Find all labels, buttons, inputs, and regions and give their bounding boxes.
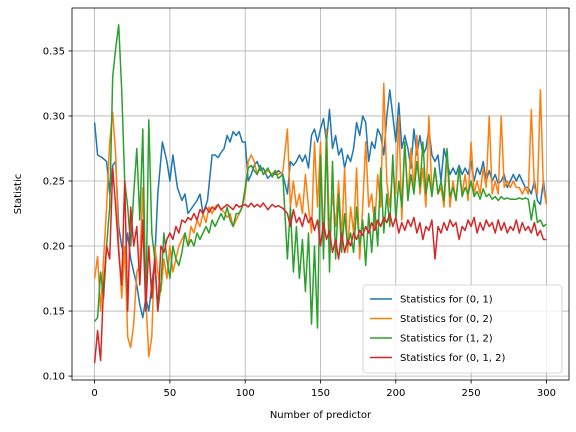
- x-axis-label: Number of predictor: [270, 410, 372, 421]
- y-tick-label: 0.15: [43, 307, 65, 318]
- x-tick-label: 0: [91, 388, 97, 399]
- y-axis-label: Statistic: [13, 174, 24, 215]
- x-tick-label: 100: [236, 388, 255, 399]
- series-lines: [93, 24, 548, 364]
- legend-label: Statistics for (1, 2): [400, 334, 493, 345]
- x-tick-label: 200: [386, 388, 405, 399]
- series-line-1: [93, 89, 548, 319]
- legend-box: [362, 284, 563, 374]
- y-tick-label: 0.30: [43, 112, 65, 123]
- y-tick-label: 0.10: [43, 372, 65, 383]
- x-tick-label: 150: [311, 388, 330, 399]
- y-tick-label: 0.20: [43, 242, 65, 253]
- y-tick-label: 0.35: [43, 47, 65, 58]
- y-tick-label: 0.25: [43, 177, 65, 188]
- x-tick-label: 250: [462, 388, 481, 399]
- x-tick-label: 300: [537, 388, 556, 399]
- axis-ticks: 0 50 100 150 200 250 300 0.10 0.15 0.20 0.25 0.30 0.…: [43, 47, 556, 399]
- legend-label: Statistics for (0, 1): [400, 295, 493, 306]
- series-line-3: [94, 24, 547, 329]
- x-tick-label: 50: [164, 388, 177, 399]
- legend: Statistics for (0, 1) Statistics for (0, …: [362, 284, 563, 374]
- series-line-4: [93, 167, 547, 364]
- legend-label: Statistics for (0, 1, 2): [400, 353, 506, 364]
- legend-label: Statistics for (0, 2): [400, 314, 493, 325]
